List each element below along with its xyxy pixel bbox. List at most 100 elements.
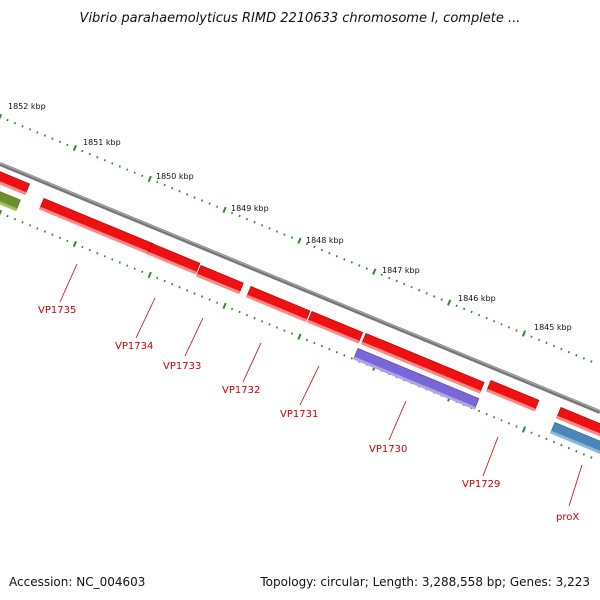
minor-tick bbox=[515, 329, 518, 332]
gene-label-vp1733[interactable]: VP1733 bbox=[163, 361, 201, 372]
minor-tick bbox=[410, 285, 413, 289]
minor-tick bbox=[552, 440, 556, 444]
leader-line bbox=[184, 317, 204, 357]
major-tick bbox=[147, 175, 152, 183]
kbp-label-1850: 1850 kbp bbox=[156, 172, 194, 181]
minor-tick bbox=[275, 326, 279, 329]
minor-tick bbox=[320, 344, 324, 348]
minor-tick bbox=[6, 214, 9, 218]
gene-label-vp1731[interactable]: VP1731 bbox=[280, 409, 318, 420]
minor-tick bbox=[335, 351, 338, 354]
minor-tick bbox=[343, 258, 346, 261]
minor-tick bbox=[440, 298, 443, 301]
major-tick bbox=[297, 237, 302, 244]
minor-tick bbox=[305, 242, 309, 246]
minor-tick bbox=[537, 434, 541, 438]
minor-tick bbox=[245, 313, 249, 317]
minor-tick bbox=[193, 196, 196, 199]
minor-tick bbox=[343, 354, 346, 357]
minor-tick bbox=[51, 137, 54, 140]
minor-tick bbox=[88, 152, 91, 156]
minor-tick bbox=[283, 329, 286, 332]
minor-tick bbox=[21, 125, 24, 128]
leader-line bbox=[299, 365, 320, 406]
major-tick bbox=[521, 426, 527, 433]
gene-label-vp1729[interactable]: VP1729 bbox=[462, 479, 500, 490]
minor-tick bbox=[215, 301, 219, 305]
minor-tick bbox=[111, 258, 114, 261]
genome-summary-text: Topology: circular; Length: 3,288,558 bp… bbox=[259, 575, 590, 589]
leader-line bbox=[242, 342, 262, 383]
minor-tick bbox=[305, 338, 309, 342]
minor-tick bbox=[290, 236, 294, 239]
gene-feature[interactable] bbox=[0, 170, 31, 195]
minor-tick bbox=[156, 180, 159, 184]
minor-tick bbox=[163, 183, 166, 187]
minor-tick bbox=[36, 131, 39, 134]
gene-feature[interactable] bbox=[147, 242, 201, 275]
minor-tick bbox=[13, 217, 17, 221]
minor-tick bbox=[208, 298, 211, 301]
minor-tick bbox=[66, 143, 69, 147]
minor-tick bbox=[530, 335, 533, 338]
gene-track-plus bbox=[0, 170, 600, 438]
gene-label-vp1735[interactable]: VP1735 bbox=[38, 305, 76, 316]
minor-tick bbox=[575, 353, 578, 357]
minor-tick bbox=[200, 199, 204, 202]
minor-tick bbox=[425, 292, 428, 295]
minor-tick bbox=[567, 350, 571, 354]
gene-label-prox[interactable]: proX bbox=[556, 512, 579, 523]
minor-tick bbox=[28, 224, 32, 227]
minor-tick bbox=[500, 323, 503, 326]
gene-feature-green[interactable] bbox=[0, 189, 21, 212]
minor-tick bbox=[537, 338, 541, 342]
minor-tick bbox=[313, 341, 316, 345]
gene-feature[interactable] bbox=[361, 332, 485, 394]
gene-label-vp1730[interactable]: VP1730 bbox=[369, 444, 407, 455]
gene-feature[interactable] bbox=[486, 379, 540, 412]
minor-tick bbox=[126, 264, 129, 267]
minor-tick bbox=[103, 159, 106, 162]
minor-tick bbox=[477, 409, 481, 413]
minor-tick bbox=[358, 264, 361, 267]
minor-tick bbox=[552, 344, 556, 348]
gene-feature[interactable] bbox=[39, 197, 154, 255]
minor-tick bbox=[507, 326, 511, 329]
minor-tick bbox=[485, 316, 488, 320]
minor-tick bbox=[178, 190, 181, 193]
gene-label-vp1734[interactable]: VP1734 bbox=[115, 341, 153, 352]
minor-tick bbox=[275, 230, 279, 233]
minor-tick bbox=[171, 186, 174, 190]
gene-feature[interactable] bbox=[246, 285, 311, 322]
gene-feature-purple[interactable] bbox=[353, 347, 480, 410]
kbp-label-1852: 1852 kbp bbox=[8, 102, 46, 111]
gene-label-vp1732[interactable]: VP1732 bbox=[222, 385, 260, 396]
gene-feature[interactable] bbox=[196, 264, 244, 295]
minor-tick bbox=[118, 165, 121, 168]
minor-tick bbox=[545, 437, 548, 441]
minor-tick bbox=[36, 227, 39, 230]
minor-tick bbox=[283, 233, 286, 236]
minor-tick bbox=[13, 121, 17, 125]
minor-tick bbox=[81, 149, 84, 153]
minor-tick bbox=[51, 233, 54, 236]
minor-tick bbox=[126, 168, 129, 171]
minor-tick bbox=[88, 248, 91, 252]
major-tick bbox=[72, 240, 77, 248]
minor-tick bbox=[103, 255, 106, 258]
minor-tick bbox=[21, 221, 24, 224]
minor-tick bbox=[530, 431, 533, 434]
major-tick bbox=[297, 333, 302, 340]
gene-feature[interactable] bbox=[556, 406, 600, 438]
gene-feature[interactable] bbox=[307, 310, 364, 344]
minor-tick bbox=[418, 288, 421, 292]
minor-tick bbox=[395, 279, 398, 283]
gene-feature-blue[interactable] bbox=[550, 421, 600, 455]
minor-tick bbox=[111, 162, 114, 165]
minor-tick bbox=[290, 332, 294, 335]
major-tick bbox=[147, 271, 152, 279]
minor-tick bbox=[545, 341, 548, 345]
leader-line bbox=[388, 400, 407, 441]
minor-tick bbox=[178, 286, 181, 289]
